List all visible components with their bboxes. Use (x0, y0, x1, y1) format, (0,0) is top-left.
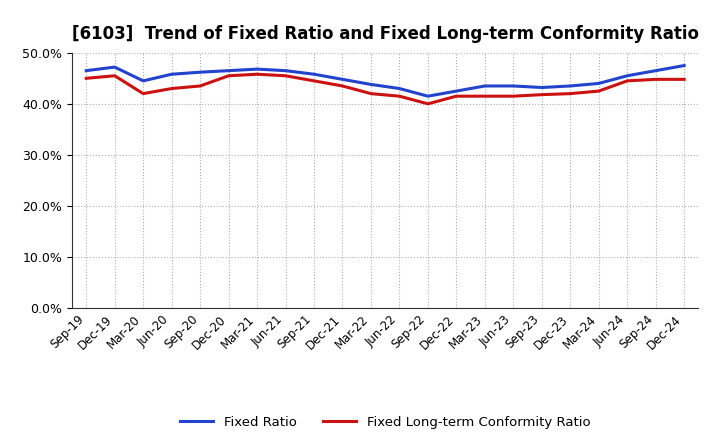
Fixed Long-term Conformity Ratio (509, 94, 518, 99)
Fixed Ratio (509, 83, 518, 88)
Fixed Ratio (652, 68, 660, 73)
Fixed Ratio (623, 73, 631, 78)
Fixed Long-term Conformity Ratio (623, 78, 631, 84)
Fixed Long-term Conformity Ratio (338, 83, 347, 88)
Fixed Ratio (680, 63, 688, 68)
Fixed Long-term Conformity Ratio (225, 73, 233, 78)
Fixed Long-term Conformity Ratio (110, 73, 119, 78)
Fixed Long-term Conformity Ratio (566, 91, 575, 96)
Fixed Ratio (566, 83, 575, 88)
Fixed Long-term Conformity Ratio (395, 94, 404, 99)
Fixed Ratio (82, 68, 91, 73)
Fixed Long-term Conformity Ratio (196, 83, 204, 88)
Fixed Ratio (595, 81, 603, 86)
Fixed Ratio (366, 82, 375, 87)
Fixed Ratio (310, 72, 318, 77)
Line: Fixed Ratio: Fixed Ratio (86, 66, 684, 96)
Fixed Ratio (480, 83, 489, 88)
Fixed Ratio (253, 66, 261, 72)
Fixed Ratio (110, 64, 119, 70)
Fixed Long-term Conformity Ratio (139, 91, 148, 96)
Fixed Long-term Conformity Ratio (282, 73, 290, 78)
Fixed Long-term Conformity Ratio (310, 78, 318, 84)
Fixed Ratio (537, 85, 546, 90)
Fixed Long-term Conformity Ratio (452, 94, 461, 99)
Fixed Ratio (139, 78, 148, 84)
Fixed Long-term Conformity Ratio (253, 72, 261, 77)
Legend: Fixed Ratio, Fixed Long-term Conformity Ratio: Fixed Ratio, Fixed Long-term Conformity … (175, 411, 595, 434)
Fixed Long-term Conformity Ratio (680, 77, 688, 82)
Fixed Ratio (423, 94, 432, 99)
Fixed Ratio (338, 77, 347, 82)
Fixed Ratio (167, 72, 176, 77)
Fixed Long-term Conformity Ratio (82, 76, 91, 81)
Fixed Long-term Conformity Ratio (537, 92, 546, 97)
Fixed Long-term Conformity Ratio (652, 77, 660, 82)
Title: [6103]  Trend of Fixed Ratio and Fixed Long-term Conformity Ratio: [6103] Trend of Fixed Ratio and Fixed Lo… (72, 25, 698, 43)
Fixed Long-term Conformity Ratio (595, 88, 603, 94)
Fixed Long-term Conformity Ratio (167, 86, 176, 91)
Fixed Ratio (452, 88, 461, 94)
Fixed Ratio (196, 70, 204, 75)
Fixed Ratio (282, 68, 290, 73)
Fixed Long-term Conformity Ratio (480, 94, 489, 99)
Fixed Long-term Conformity Ratio (423, 101, 432, 106)
Fixed Ratio (225, 68, 233, 73)
Fixed Ratio (395, 86, 404, 91)
Line: Fixed Long-term Conformity Ratio: Fixed Long-term Conformity Ratio (86, 74, 684, 104)
Fixed Long-term Conformity Ratio (366, 91, 375, 96)
